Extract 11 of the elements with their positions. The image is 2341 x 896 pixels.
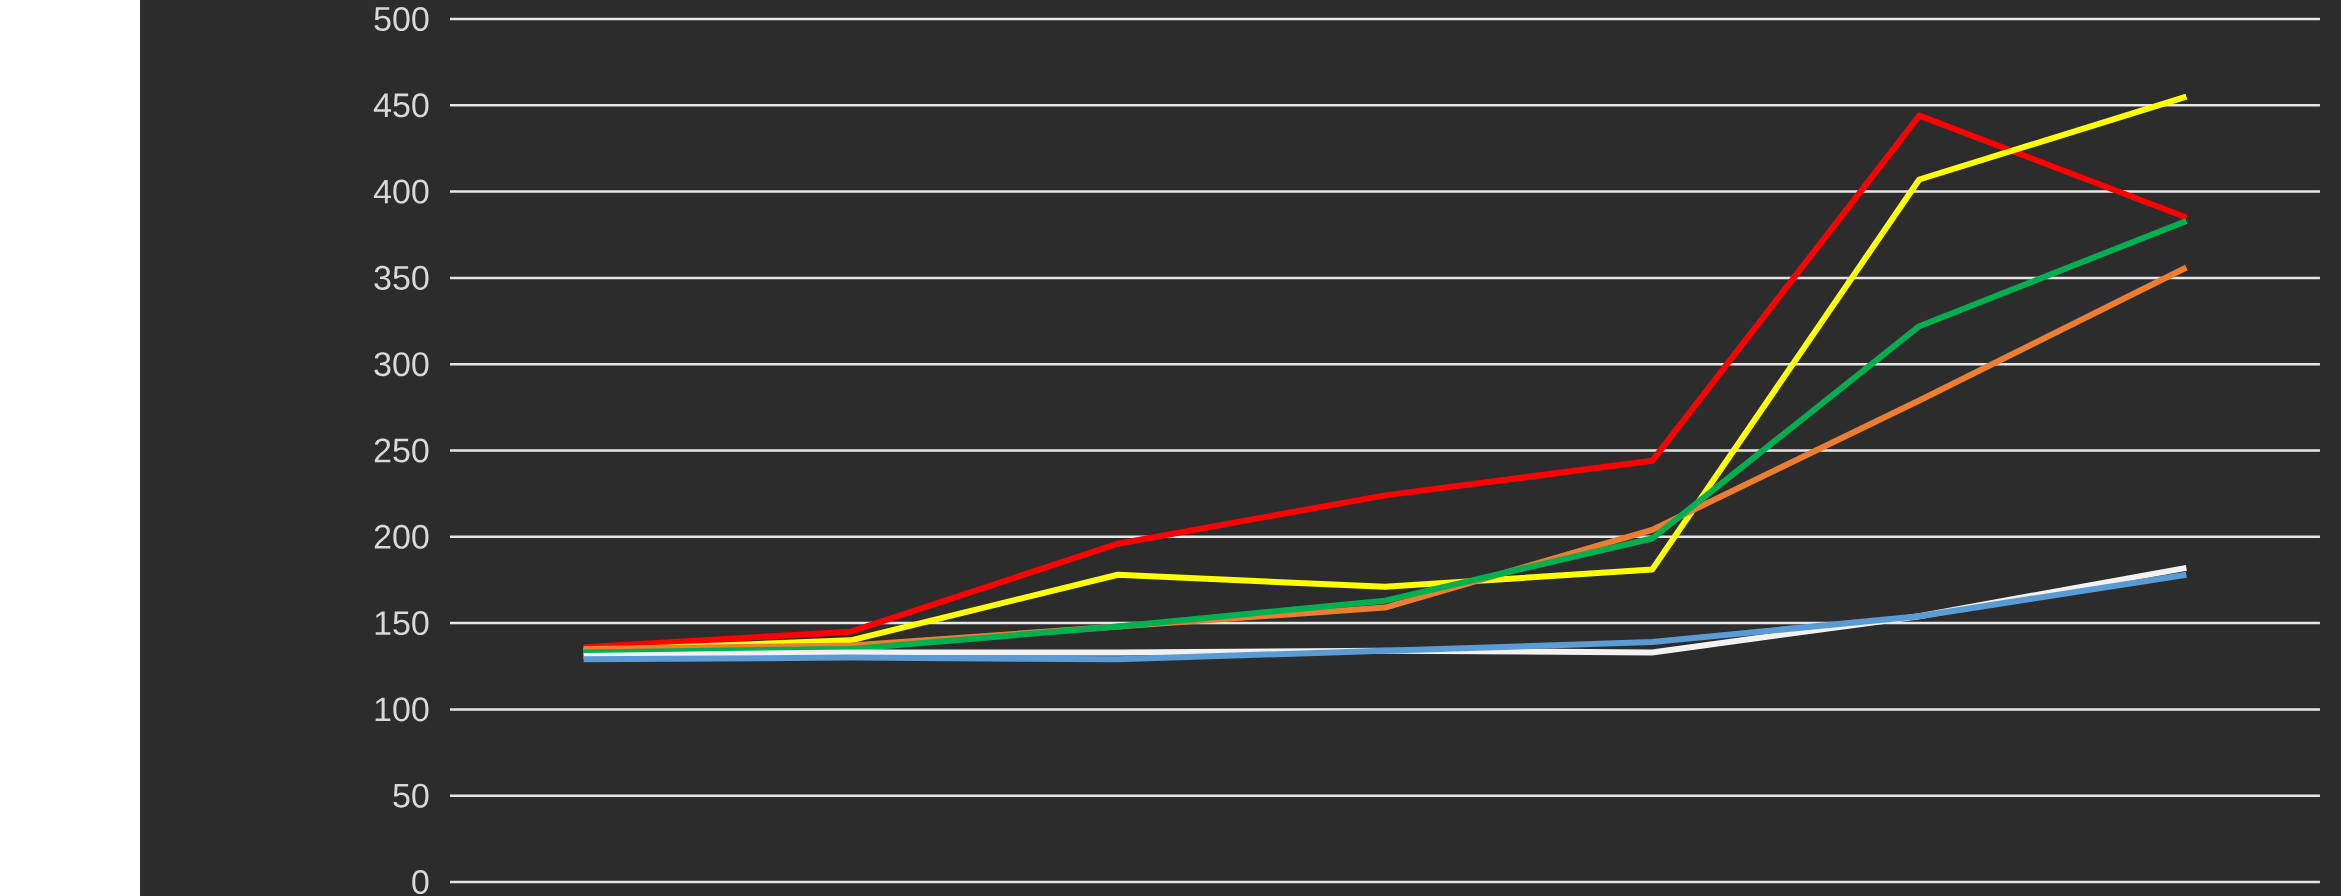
y-tick-label: 100 xyxy=(375,697,429,722)
y-tick-label: 500 xyxy=(374,6,429,32)
y-tick-label: 350 xyxy=(374,265,429,290)
y-tick-label: 300 xyxy=(374,352,429,377)
y-tick-label: 150 xyxy=(375,611,429,636)
y-tick-label: 400 xyxy=(373,179,429,204)
y-tick-label: 50 xyxy=(393,783,429,808)
y-tick-label: 0 xyxy=(412,869,429,895)
y-tick-label: 200 xyxy=(374,524,429,549)
y-tick-label: 250 xyxy=(374,438,429,463)
y-tick-label: 450 xyxy=(373,93,429,118)
